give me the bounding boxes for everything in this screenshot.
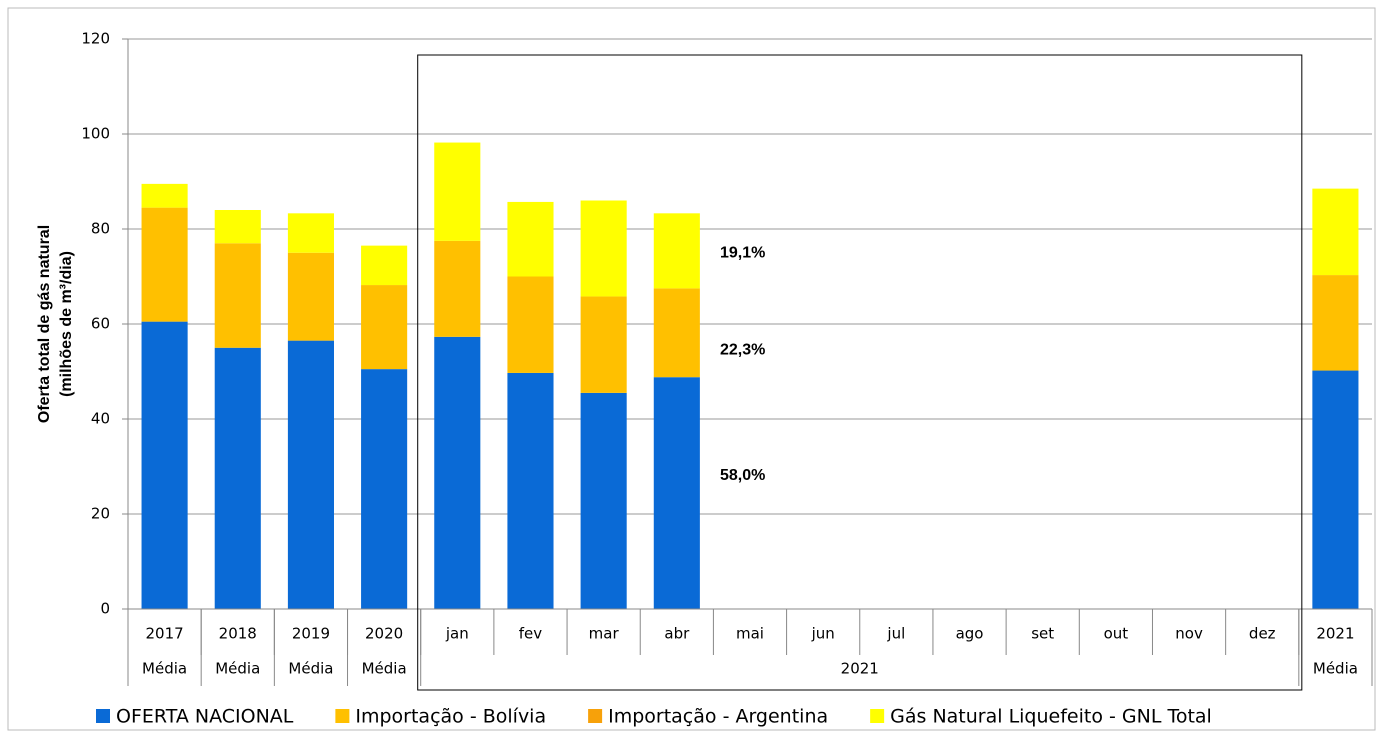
bar-segment: [434, 336, 481, 609]
bar-segment: [361, 285, 408, 370]
x-tick-label: jun: [811, 625, 835, 643]
x-tick-label: set: [1031, 625, 1054, 643]
bar-segment: [653, 288, 700, 378]
group-label: Média: [215, 660, 260, 678]
bar-segment: [287, 252, 334, 341]
group-label: 2021: [841, 660, 879, 678]
y-tick-label: 100: [81, 125, 110, 143]
y-tick-label: 120: [81, 30, 110, 48]
bar-segment: [141, 207, 188, 322]
highlight-box: [417, 54, 1303, 691]
y-tick-label: 40: [91, 410, 110, 428]
annotation: 58,0%: [720, 467, 765, 484]
x-tick-label: 2020: [365, 625, 403, 643]
bar-segment: [507, 276, 554, 373]
bar-segment: [580, 200, 627, 297]
group-label: Média: [142, 660, 187, 678]
legend-label: Importação - Argentina: [608, 706, 828, 728]
bar-segment: [434, 142, 481, 241]
x-tick-label: nov: [1175, 625, 1203, 643]
bar-segment: [1312, 188, 1359, 276]
bar-segment: [653, 213, 700, 289]
x-tick-label: fev: [519, 625, 543, 643]
bar-segment: [214, 347, 261, 609]
legend-label: Importação - Bolívia: [355, 706, 546, 728]
legend-swatch: [588, 709, 603, 723]
bar-segment: [1312, 275, 1359, 371]
annotation: 19,1%: [720, 244, 765, 261]
bar-segment: [580, 392, 627, 609]
legend-label: Gás Natural Liquefeito - GNL Total: [890, 706, 1212, 728]
y-tick-label: 80: [91, 220, 110, 238]
bar-segment: [361, 245, 408, 286]
x-tick-label: jul: [886, 625, 905, 643]
bar-segment: [653, 377, 700, 609]
x-tick-label: ago: [956, 625, 984, 643]
bar-segment: [580, 296, 627, 393]
bar-segment: [361, 369, 408, 609]
x-tick-label: abr: [664, 625, 690, 643]
x-tick-label: mai: [736, 625, 764, 643]
bar-segment: [434, 240, 481, 337]
x-tick-label: dez: [1249, 625, 1276, 643]
x-tick-label: 2017: [145, 625, 183, 643]
bar-segment: [287, 213, 334, 253]
bar-segment: [141, 183, 188, 208]
bar-segment: [214, 243, 261, 348]
y-axis-label: (milhões de m³/dia): [58, 251, 75, 397]
x-tick-label: out: [1104, 625, 1129, 643]
bar-segment: [214, 210, 261, 244]
y-tick-label: 60: [91, 315, 110, 333]
bar-segment: [507, 372, 554, 609]
legend-swatch: [870, 709, 885, 723]
y-tick-label: 20: [91, 505, 110, 523]
x-tick-label: 2021: [1316, 625, 1354, 643]
bar-segment: [141, 321, 188, 609]
legend-swatch: [96, 709, 110, 723]
bar-segment: [287, 340, 334, 609]
x-tick-label: 2019: [292, 625, 330, 643]
group-label: Média: [288, 660, 333, 678]
group-label: Média: [1313, 660, 1358, 678]
y-tick-label: 0: [100, 600, 110, 618]
bar-segment: [1312, 370, 1359, 609]
chart-frame: [7, 7, 1376, 731]
x-tick-label: jan: [445, 625, 469, 643]
y-axis-label: Oferta total de gás natural: [36, 225, 53, 423]
legend-swatch: [335, 709, 350, 723]
annotation: 22,3%: [720, 341, 765, 358]
bar-segment: [507, 201, 554, 277]
group-label: Média: [362, 660, 407, 678]
x-tick-label: mar: [589, 625, 620, 643]
legend-label: OFERTA NACIONAL: [116, 706, 294, 728]
x-tick-label: 2018: [219, 625, 257, 643]
